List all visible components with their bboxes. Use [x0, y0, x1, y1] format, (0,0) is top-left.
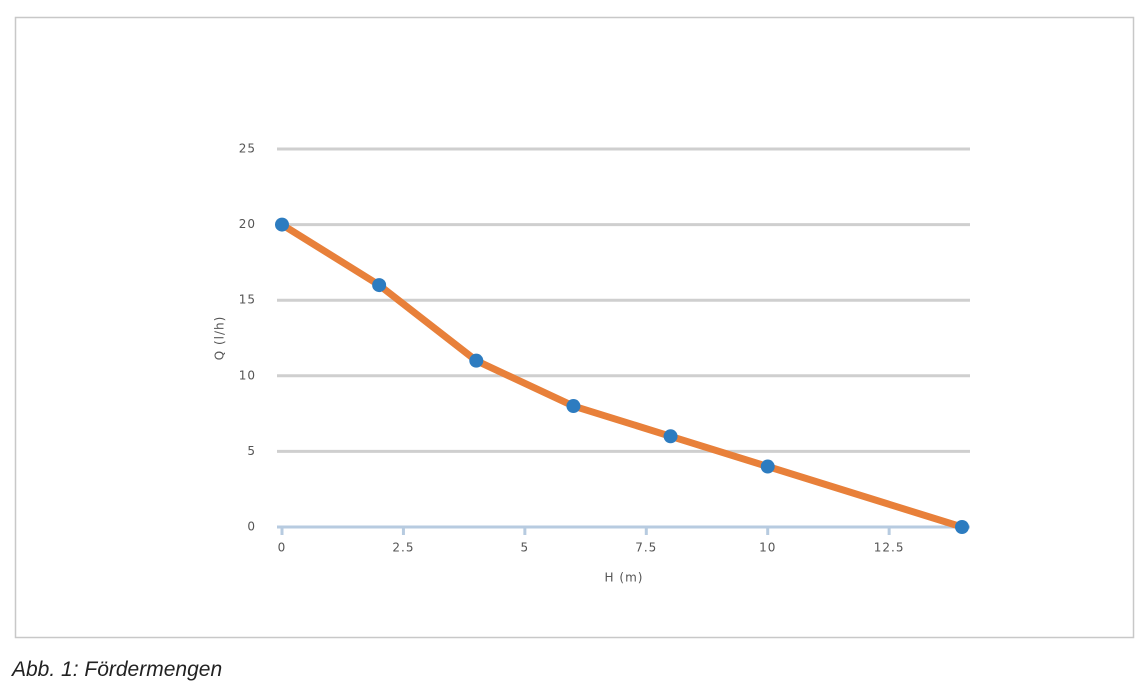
data-point [469, 353, 484, 368]
y-tick-label: 10 [239, 368, 256, 382]
x-tick-label: 7.5 [635, 541, 657, 555]
x-tick-label: 10 [759, 541, 776, 555]
data-point [372, 278, 387, 293]
chart: H (m) Q (l/h) 0 5 10 15 20 25 0 2.5 5 7.5 10 12.5 [14, 16, 1135, 639]
data-point [760, 459, 775, 474]
chart-frame [14, 16, 1135, 639]
caption: Abb. 1: Fördermengen [12, 658, 223, 681]
x-tick-label: 12.5 [874, 541, 905, 555]
y-tick-label: 0 [247, 520, 256, 534]
data-point [663, 429, 678, 444]
data-point [566, 399, 581, 414]
y-tick-label: 5 [247, 444, 256, 458]
y-tick-label: 15 [239, 293, 256, 307]
x-tick-label: 5 [521, 541, 530, 555]
data-point [275, 217, 289, 232]
x-tick-label: 2.5 [392, 541, 414, 555]
data-point [955, 520, 969, 534]
y-tick-label: 20 [239, 217, 256, 231]
x-tick-label: 0 [278, 541, 287, 555]
y-tick-label: 25 [239, 142, 256, 156]
x-axis-label: H (m) [605, 571, 644, 585]
y-axis-label: Q (l/h) [213, 316, 227, 361]
